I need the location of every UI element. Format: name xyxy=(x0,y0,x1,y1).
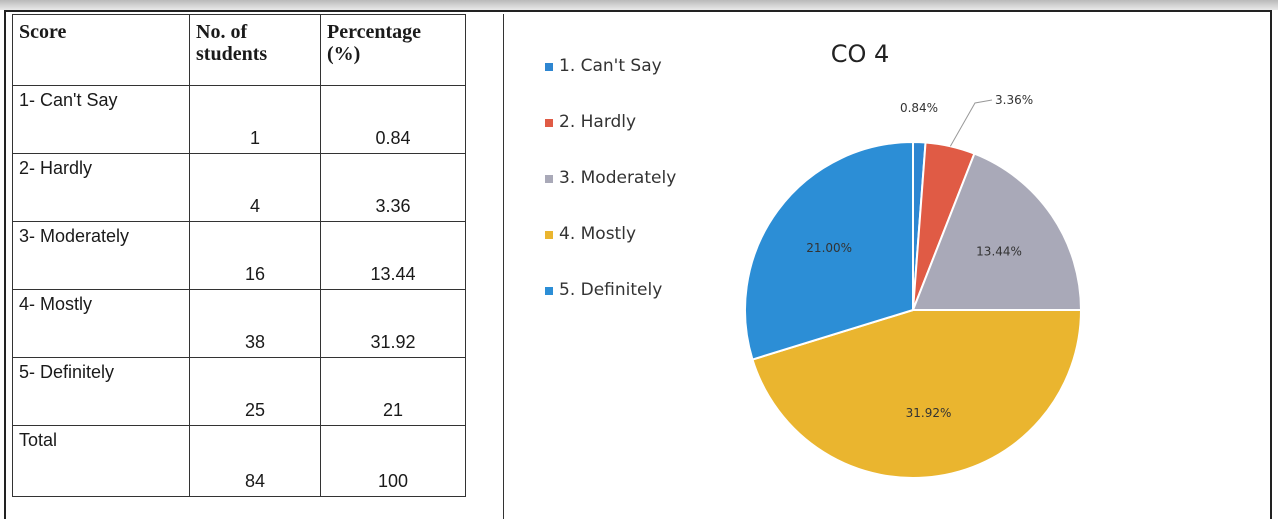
legend-swatch-icon xyxy=(545,175,553,183)
slice-data-label: 13.44% xyxy=(976,244,1022,258)
legend-label: 4. Mostly xyxy=(559,224,636,244)
total-percentage: 100 xyxy=(320,425,466,497)
legend-swatch-icon xyxy=(545,63,553,71)
slice-data-label: 0.84% xyxy=(900,101,938,115)
pie-slice xyxy=(751,309,1083,479)
legend-swatch-icon xyxy=(545,287,553,295)
legend-label: 3. Moderately xyxy=(559,168,677,188)
legend-label: 2. Hardly xyxy=(559,112,637,132)
row-label: 1- Can't Say xyxy=(12,85,190,154)
header-percentage-line2: (%) xyxy=(327,43,361,65)
total-label: Total xyxy=(12,425,190,497)
score-table: Score No. of students Percentage (%) 1- Ca… xyxy=(12,14,466,497)
table-total-row: Total 84 100 xyxy=(12,425,466,497)
header-percentage: Percentage (%) xyxy=(320,14,466,86)
top-strip xyxy=(0,0,1278,10)
slice-data-label: 31.92% xyxy=(906,406,952,420)
row-percentage: 13.44 xyxy=(320,221,466,290)
pie-slice xyxy=(744,140,914,361)
row-count: 38 xyxy=(189,289,321,358)
row-percentage: 21 xyxy=(320,357,466,426)
table-row: 5- Definitely 25 21 xyxy=(12,357,466,426)
header-students-line2: students xyxy=(196,43,268,65)
table-row: 3- Moderately 16 13.44 xyxy=(12,221,466,290)
chart-area xyxy=(503,14,1269,519)
header-percentage-line1: Percentage xyxy=(327,21,422,43)
figure-frame xyxy=(4,10,1272,519)
slice-data-label: 21.00% xyxy=(806,241,852,255)
header-score-line: Score xyxy=(19,21,67,43)
legend-swatch-icon xyxy=(545,119,553,127)
table-row: 4- Mostly 38 31.92 xyxy=(12,289,466,358)
table-header-row: Score No. of students Percentage (%) xyxy=(12,14,466,86)
legend-item: 4. Mostly xyxy=(545,224,676,280)
row-label: 2- Hardly xyxy=(12,153,190,222)
header-students: No. of students xyxy=(189,14,321,86)
row-label: 5- Definitely xyxy=(12,357,190,426)
legend-label: 5. Definitely xyxy=(559,280,663,300)
leader-line xyxy=(949,99,993,147)
row-label: 3- Moderately xyxy=(12,221,190,290)
row-percentage: 0.84 xyxy=(320,85,466,154)
chart-legend: 1. Can't Say 2. Hardly 3. Moderately 4. … xyxy=(545,56,676,336)
row-count: 25 xyxy=(189,357,321,426)
chart-title: CO 4 xyxy=(830,40,890,68)
legend-label: 1. Can't Say xyxy=(559,56,662,76)
total-count: 84 xyxy=(189,425,321,497)
row-count: 16 xyxy=(189,221,321,290)
legend-item: 2. Hardly xyxy=(545,112,676,168)
row-count: 1 xyxy=(189,85,321,154)
legend-item: 3. Moderately xyxy=(545,168,676,224)
slice-data-label: 3.36% xyxy=(995,93,1033,107)
header-students-line1: No. of xyxy=(196,21,248,43)
row-percentage: 3.36 xyxy=(320,153,466,222)
pie-slice xyxy=(911,152,1083,311)
legend-swatch-icon xyxy=(545,231,553,239)
table-row: 2- Hardly 4 3.36 xyxy=(12,153,466,222)
table-row: 1- Can't Say 1 0.84 xyxy=(12,85,466,154)
legend-item: 1. Can't Say xyxy=(545,56,676,112)
row-percentage: 31.92 xyxy=(320,289,466,358)
legend-item: 5. Definitely xyxy=(545,280,676,336)
